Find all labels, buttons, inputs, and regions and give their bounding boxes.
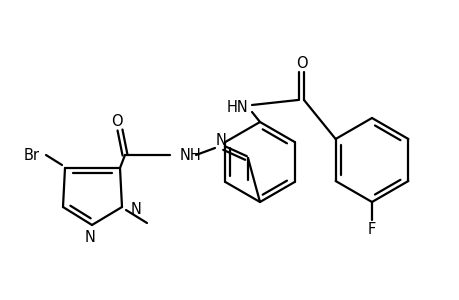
- Text: Br: Br: [24, 148, 40, 163]
- Text: HN: HN: [227, 100, 248, 115]
- Text: O: O: [296, 56, 307, 70]
- Text: N: N: [131, 202, 141, 217]
- Text: O: O: [111, 113, 123, 128]
- Text: NH: NH: [179, 148, 202, 163]
- Text: N: N: [84, 230, 95, 245]
- Text: F: F: [367, 223, 375, 238]
- Text: N: N: [215, 133, 226, 148]
